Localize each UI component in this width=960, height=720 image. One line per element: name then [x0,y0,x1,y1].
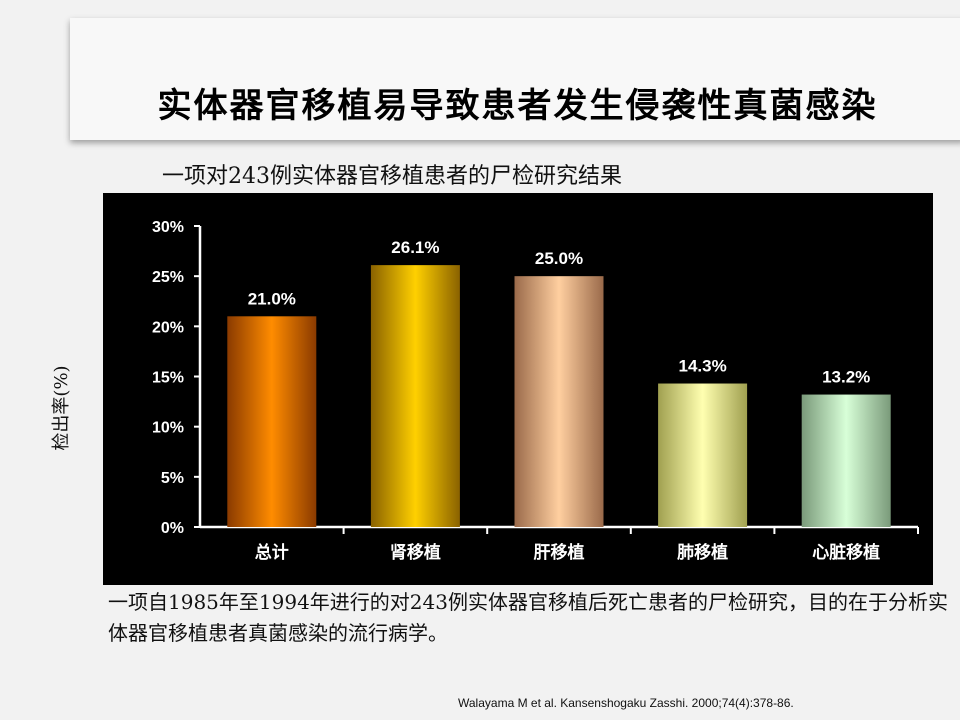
slide-title: 实体器官移植易导致患者发生侵袭性真菌感染 [157,86,878,126]
x-tick-label: 肺移植 [677,542,728,563]
bar [801,394,891,527]
data-label: 25.0% [535,249,583,268]
title-box: 实体器官移植易导致患者发生侵袭性真菌感染 [70,18,960,140]
data-label: 14.3% [678,357,726,376]
y-tick-label: 0% [161,520,184,537]
y-tick-label: 30% [152,219,184,236]
y-tick-label: 15% [152,370,184,387]
bar [514,276,604,527]
bar-chart: 0% 5% 10% 15% 20% 25% 30% 21.0% 总计 26.1% 肾移植 25.0% 肝… [152,219,919,563]
data-label: 26.1% [391,238,439,257]
data-label: 21.0% [248,289,296,308]
x-tick-label: 肾移植 [390,542,441,563]
x-tick-label: 肝移植 [534,542,585,563]
y-tick-label: 10% [152,420,184,437]
bar [370,265,460,527]
study-footnote: 一项自1985年至1994年进行的对243例实体器官移植后死亡患者的尸检研究，目… [108,590,948,645]
x-tick-label: 心脏移植 [812,542,880,563]
citation: Walayama M et al. Kansenshogaku Zasshi. … [458,696,794,710]
y-axis-label: 检出率(%) [51,365,72,451]
data-label: 13.2% [822,368,870,387]
chart-area: 0% 5% 10% 15% 20% 25% 30% 21.0% 总计 26.1% 肾移植 25.0% 肝… [103,193,933,585]
y-tick-label: 25% [152,269,184,286]
chart-subtitle: 一项对243例实体器官移植患者的尸检研究结果 [162,164,622,189]
y-tick-label: 20% [152,319,184,336]
bar [658,383,748,527]
y-tick-label: 5% [161,470,184,487]
x-tick-label: 总计 [255,542,289,563]
bar [227,316,317,527]
